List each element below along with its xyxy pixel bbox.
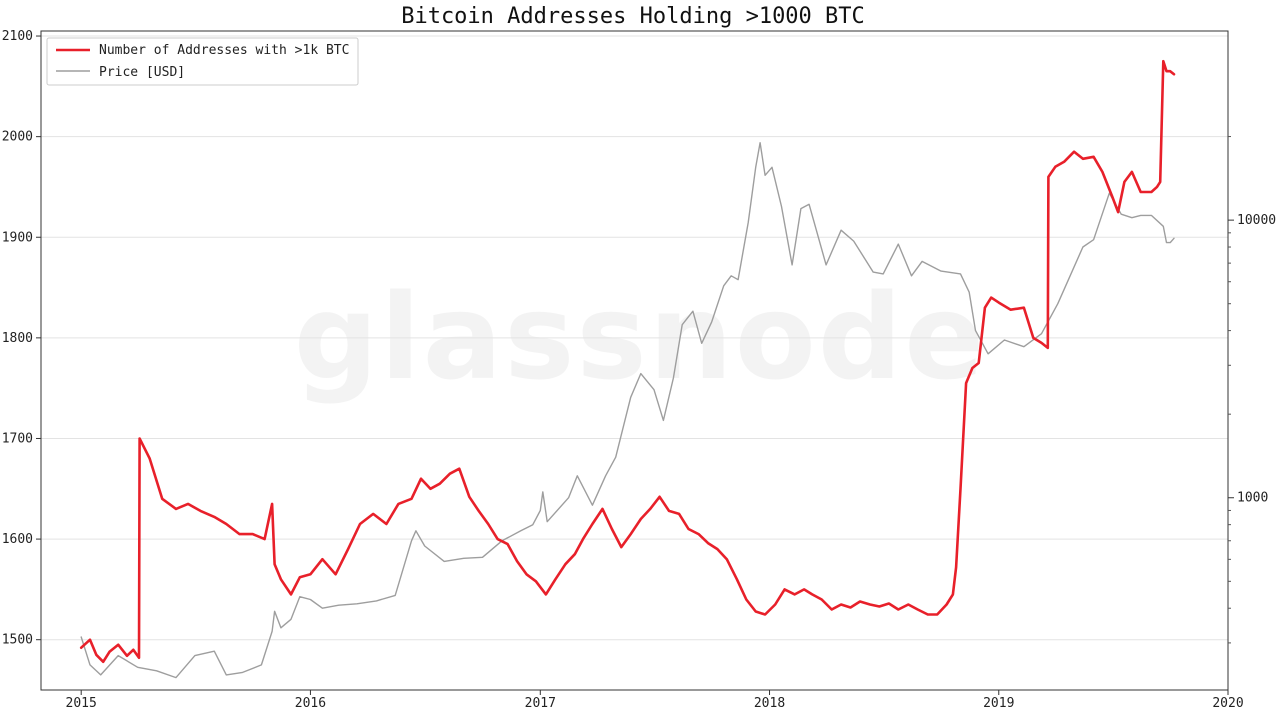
series-line-price bbox=[80, 142, 1175, 679]
y-left-tick-label-2000: 2000 bbox=[2, 130, 33, 145]
x-tick-label-2019: 2019 bbox=[983, 696, 1014, 710]
left-y-axis: 1500 1600 1700 1800 1900 2000 2100 bbox=[2, 29, 41, 648]
x-tick-label-2016: 2016 bbox=[295, 696, 326, 710]
right-y-axis: 1000 10000 bbox=[1228, 136, 1276, 644]
y-left-tick-label-1800: 1800 bbox=[2, 331, 33, 346]
legend-label-addresses: Number of Addresses with >1k BTC bbox=[99, 43, 349, 58]
y-left-tick-label-1700: 1700 bbox=[2, 431, 33, 446]
chart-title: Bitcoin Addresses Holding >1000 BTC bbox=[401, 4, 865, 29]
series-layer bbox=[79, 59, 1176, 679]
watermark: glassnode bbox=[294, 268, 987, 406]
plot-area-frame bbox=[40, 30, 1229, 691]
x-tick-label-2018: 2018 bbox=[754, 696, 785, 710]
legend-box bbox=[46, 37, 359, 86]
x-tick-label-2020: 2020 bbox=[1212, 696, 1243, 710]
y-left-tick-label-1900: 1900 bbox=[2, 230, 33, 245]
x-tick-label-2017: 2017 bbox=[525, 696, 556, 710]
y-left-tick-label-1500: 1500 bbox=[2, 633, 33, 648]
y-right-tick-label-10000: 10000 bbox=[1237, 213, 1276, 228]
series-line-addresses bbox=[79, 59, 1176, 664]
legend-label-price: Price [USD] bbox=[99, 65, 185, 80]
y-right-tick-label-1000: 1000 bbox=[1237, 491, 1268, 506]
y-left-tick-label-1600: 1600 bbox=[2, 532, 33, 547]
x-axis: 2015 2016 2017 2018 2019 2020 bbox=[66, 690, 1244, 711]
gridlines bbox=[41, 35, 1228, 641]
legend: Number of Addresses with >1k BTC Price [… bbox=[46, 37, 359, 86]
y-left-tick-label-2100: 2100 bbox=[2, 29, 33, 44]
x-tick-label-2015: 2015 bbox=[66, 696, 97, 710]
